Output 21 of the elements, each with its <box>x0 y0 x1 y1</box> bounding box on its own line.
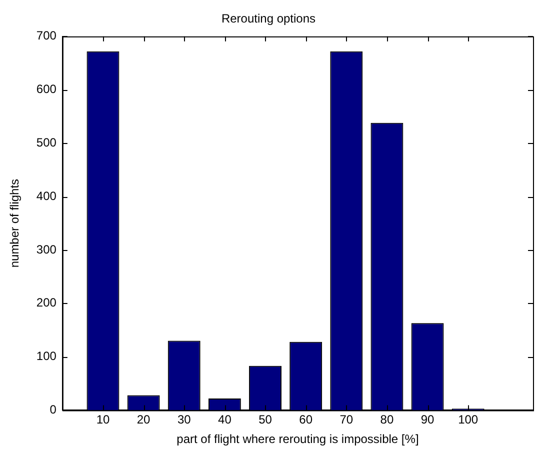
y-tick-label: 400 <box>36 188 57 203</box>
x-tick-label: 80 <box>380 412 394 427</box>
y-tick-label: 700 <box>36 28 57 43</box>
y-tick-label: 600 <box>36 82 57 96</box>
y-tick-label: 200 <box>36 296 57 310</box>
chart-title: Rerouting options <box>221 12 316 26</box>
x-tick-label: 90 <box>420 412 435 427</box>
x-tick-label: 70 <box>340 412 354 427</box>
x-tick-label: 60 <box>299 412 313 427</box>
y-tick-label: 100 <box>36 349 57 364</box>
y-tick-label: 0 <box>50 402 57 417</box>
y-tick-label: 500 <box>36 136 57 150</box>
x-tick-label: 100 <box>458 412 478 427</box>
x-tick-label: 50 <box>258 412 272 427</box>
y-axis-title: number of flights <box>8 178 22 268</box>
x-tick-label: 10 <box>96 412 110 427</box>
y-tick-label: 300 <box>36 242 57 256</box>
x-tick-label: 20 <box>136 412 151 427</box>
x-axis-title: part of flight where rerouting is impossible [%] <box>176 432 419 446</box>
x-tick-label: 30 <box>177 412 192 427</box>
x-tick-label: 40 <box>218 412 232 427</box>
